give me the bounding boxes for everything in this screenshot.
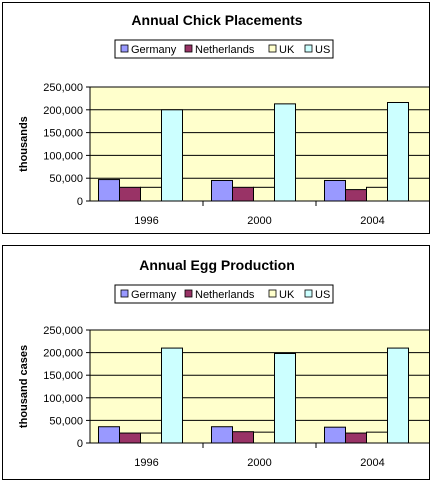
legend-swatch-netherlands xyxy=(184,289,193,298)
x-tick-label: 2004 xyxy=(360,457,384,469)
plot-area xyxy=(90,87,429,201)
bar-netherlands-1996 xyxy=(119,432,141,444)
x-tick-label: 2000 xyxy=(247,457,271,469)
bar-us-2004 xyxy=(387,347,409,444)
legend-label-netherlands: Netherlands xyxy=(195,44,255,56)
bar-uk-1996 xyxy=(140,432,162,444)
y-axis-label: thousands xyxy=(18,116,30,172)
bar-us-1996 xyxy=(161,347,183,444)
legend-label-netherlands: Netherlands xyxy=(195,289,255,301)
bar-netherlands-2000 xyxy=(232,186,254,202)
legend-swatch-germany xyxy=(120,289,129,298)
y-axis-label: thousand cases xyxy=(18,345,30,428)
y-tick-label: 250,000 xyxy=(43,82,83,94)
y-tick-label: 100,000 xyxy=(43,393,83,405)
bar-netherlands-2000 xyxy=(232,431,254,444)
bar-germany-1996 xyxy=(98,179,120,202)
legend-swatch-germany xyxy=(120,44,129,53)
bar-us-2000 xyxy=(274,353,296,444)
y-tick-label: 0 xyxy=(77,196,83,208)
legend-swatch-us xyxy=(304,44,313,53)
chart-egg-production: Annual Egg Production Germany Netherlands U… xyxy=(18,257,429,469)
bar-us-2004 xyxy=(387,102,409,202)
legend-swatch-uk xyxy=(268,289,277,298)
bar-netherlands-2004 xyxy=(345,432,367,444)
chart-title: Annual Egg Production xyxy=(139,257,295,273)
bar-netherlands-2004 xyxy=(345,189,367,202)
chart-panel-chick-placements: Annual Chick Placements Germany Netherland… xyxy=(2,2,430,234)
y-tick-label: 50,000 xyxy=(49,415,83,427)
legend-label-germany: Germany xyxy=(131,289,177,301)
x-tick-label: 2000 xyxy=(247,215,271,227)
bar-germany-2004 xyxy=(324,179,346,202)
legend-label-uk: UK xyxy=(279,44,295,56)
bar-uk-2000 xyxy=(253,186,275,202)
y-tick-label: 250,000 xyxy=(43,325,83,337)
bar-uk-1996 xyxy=(140,186,162,202)
legend-box xyxy=(114,39,334,59)
y-tick-label: 100,000 xyxy=(43,150,83,162)
plot-area xyxy=(90,330,429,443)
legend-swatch-netherlands xyxy=(184,44,193,53)
bar-germany-2000 xyxy=(211,426,233,444)
bar-uk-2004 xyxy=(366,186,388,202)
y-tick-label: 50,000 xyxy=(49,173,83,185)
bar-uk-2004 xyxy=(366,431,388,444)
x-tick-label: 1996 xyxy=(134,457,158,469)
bar-us-1996 xyxy=(161,109,183,202)
chart-panel-egg-production: Annual Egg Production Germany Netherlands U… xyxy=(2,245,430,480)
bar-germany-2000 xyxy=(211,179,233,202)
legend-label-germany: Germany xyxy=(131,44,177,56)
x-tick-label: 1996 xyxy=(134,215,158,227)
legend-label-us: US xyxy=(315,289,330,301)
bar-netherlands-1996 xyxy=(119,186,141,202)
y-tick-label: 150,000 xyxy=(43,128,83,140)
bar-us-2000 xyxy=(274,103,296,202)
y-tick-label: 0 xyxy=(77,438,83,450)
y-tick-label: 150,000 xyxy=(43,370,83,382)
bar-germany-1996 xyxy=(98,426,120,444)
legend-box xyxy=(114,284,334,304)
bar-germany-2004 xyxy=(324,426,346,444)
chart-chick-placements: Annual Chick Placements Germany Netherland… xyxy=(18,12,429,227)
legend-swatch-us xyxy=(304,289,313,298)
legend-label-uk: UK xyxy=(279,289,295,301)
legend-label-us: US xyxy=(315,44,330,56)
legend-swatch-uk xyxy=(268,44,277,53)
bar-uk-2000 xyxy=(253,431,275,444)
chart-title: Annual Chick Placements xyxy=(131,12,302,28)
x-tick-label: 2004 xyxy=(360,215,384,227)
y-tick-label: 200,000 xyxy=(43,105,83,117)
y-tick-label: 200,000 xyxy=(43,348,83,360)
